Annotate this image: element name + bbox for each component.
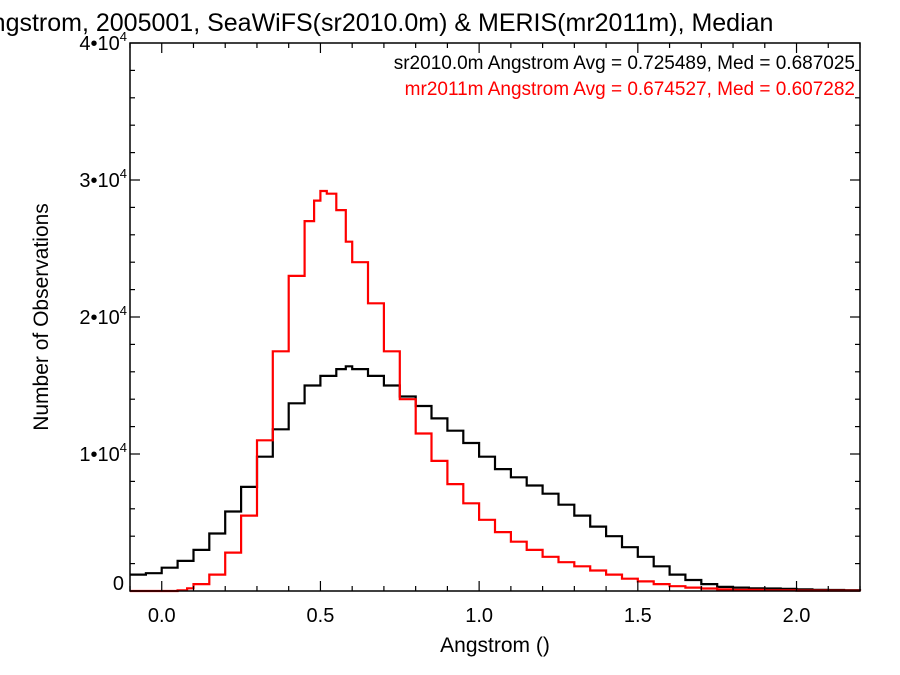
y-tick-label: 2•104: [79, 303, 127, 329]
y-tick-label: 3•104: [79, 166, 127, 192]
y-tick-label: 4•104: [79, 29, 127, 55]
y-axis-label: Number of Observations: [30, 203, 53, 431]
series-layer: [130, 189, 862, 593]
x-tick-label: 0.0: [148, 605, 176, 627]
x-tick-label: 1.5: [624, 605, 652, 627]
tick-layer: 0.0 0.5 1.0 1.5 2.0 0 1•104 2•104 3•104 4•104: [79, 29, 861, 627]
annotation-sr2010-stats: sr2010.0m Angstrom Avg = 0.725489, Med =…: [394, 53, 855, 74]
series-line-1: [130, 189, 862, 593]
x-axis-label: Angstrom (): [440, 634, 550, 657]
y-tick-label: 0: [113, 573, 124, 595]
x-tick-label: 1.0: [465, 605, 493, 627]
y-tick-label: 1•104: [79, 440, 127, 466]
chart-title: Angstrom, 2005001, SeaWiFS(sr2010.0m) & …: [0, 9, 773, 37]
annotation-mr2011-stats: mr2011m Angstrom Avg = 0.674527, Med = 0…: [405, 79, 855, 100]
x-tick-label: 2.0: [783, 605, 811, 627]
x-tick-label: 0.5: [307, 605, 335, 627]
